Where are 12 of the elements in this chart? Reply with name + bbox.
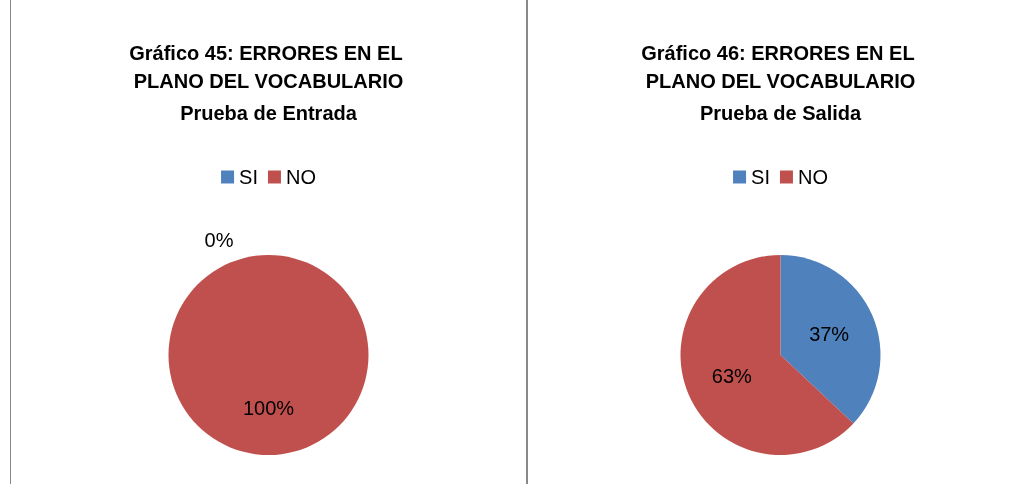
legend-label: SI: [751, 166, 770, 188]
chart-subtitle: Prueba de Entrada: [180, 102, 358, 124]
legend-label: NO: [285, 166, 316, 188]
legend-label: NO: [797, 166, 828, 188]
chart-title: Gráfico 46: ERRORES EN EL PLANO DEL VOCABULARIO: [641, 42, 920, 92]
data-label: 37%: [809, 322, 850, 345]
data-label: 63%: [711, 365, 753, 388]
text: 0%: [204, 229, 234, 251]
legend-label: SI: [239, 166, 258, 188]
chart-title: Gráfico 45: ERRORES EN EL PLANO DEL VOCABULARIO: [129, 42, 408, 92]
data-label: 100%: [242, 397, 295, 419]
chart-subtitle: Prueba de Salida: [699, 102, 862, 124]
